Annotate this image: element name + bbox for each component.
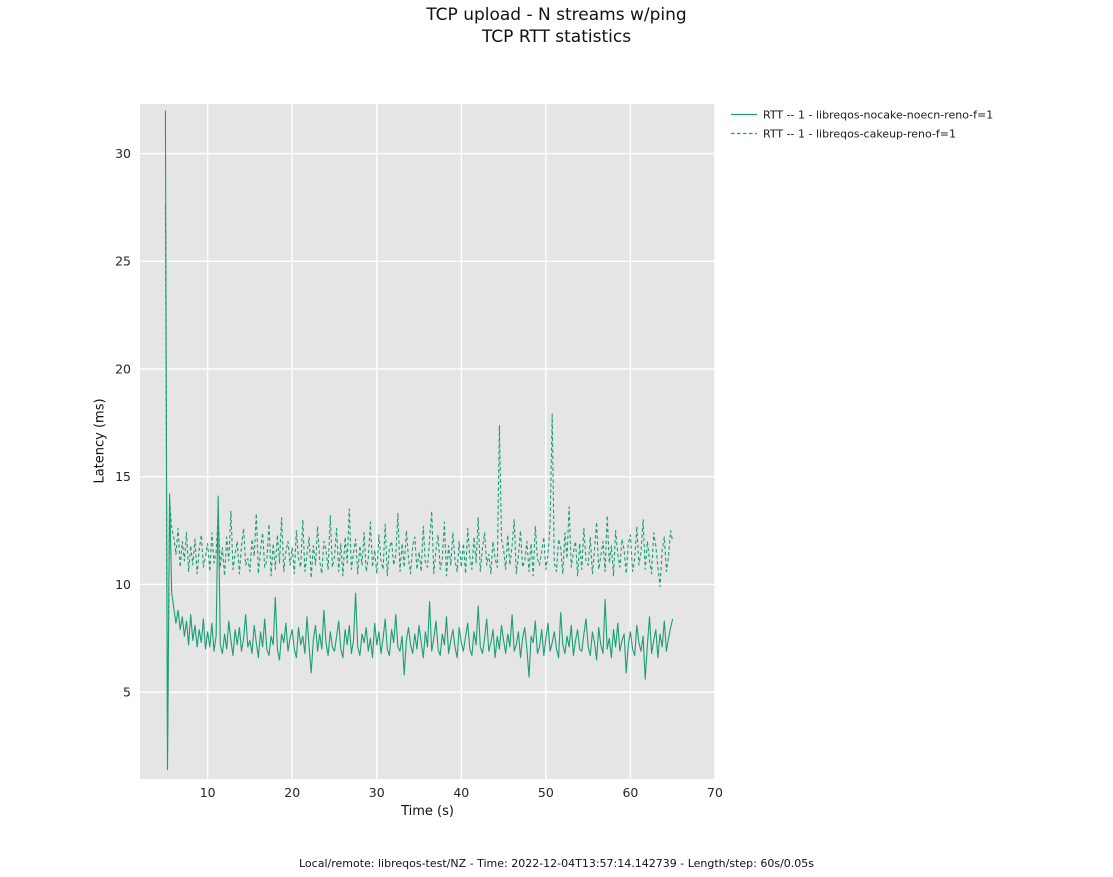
x-tick-label: 40: [453, 785, 469, 800]
x-tick-label: 20: [284, 785, 300, 800]
y-tick-label: 20: [115, 361, 131, 376]
x-tick-label: 50: [538, 785, 554, 800]
x-tick-label: 10: [200, 785, 216, 800]
y-axis-label: Latency (ms): [92, 398, 108, 484]
x-axis-label: Time (s): [401, 804, 454, 819]
series-line-1: [164, 110, 674, 771]
y-tick-label: 30: [115, 146, 131, 161]
legend-label-1: RTT -- 1 - libreqos-nocake-noecn-reno-f=…: [763, 108, 993, 121]
chart-title: TCP upload - N streams w/ping: [426, 5, 687, 25]
chart-subtitle: TCP RTT statistics: [481, 27, 632, 47]
footnote: Local/remote: libreqos-test/NZ - Time: 2…: [298, 857, 815, 870]
y-tick-label: 15: [115, 469, 131, 484]
legend-label-2: RTT -- 1 - libreqos-cakeup-reno-f=1: [763, 127, 956, 140]
x-tick-label: 60: [622, 785, 638, 800]
x-tick-label: 70: [707, 785, 723, 800]
y-tick-label: 25: [115, 254, 131, 269]
title-block: TCP upload - N streams w/ping TCP RTT st…: [0, 4, 1113, 48]
x-tick-label: 30: [369, 785, 385, 800]
y-tick-label: 5: [123, 684, 131, 699]
series-line-2: [164, 205, 674, 756]
y-tick-label: 10: [115, 577, 131, 592]
plot-background: [140, 104, 715, 779]
